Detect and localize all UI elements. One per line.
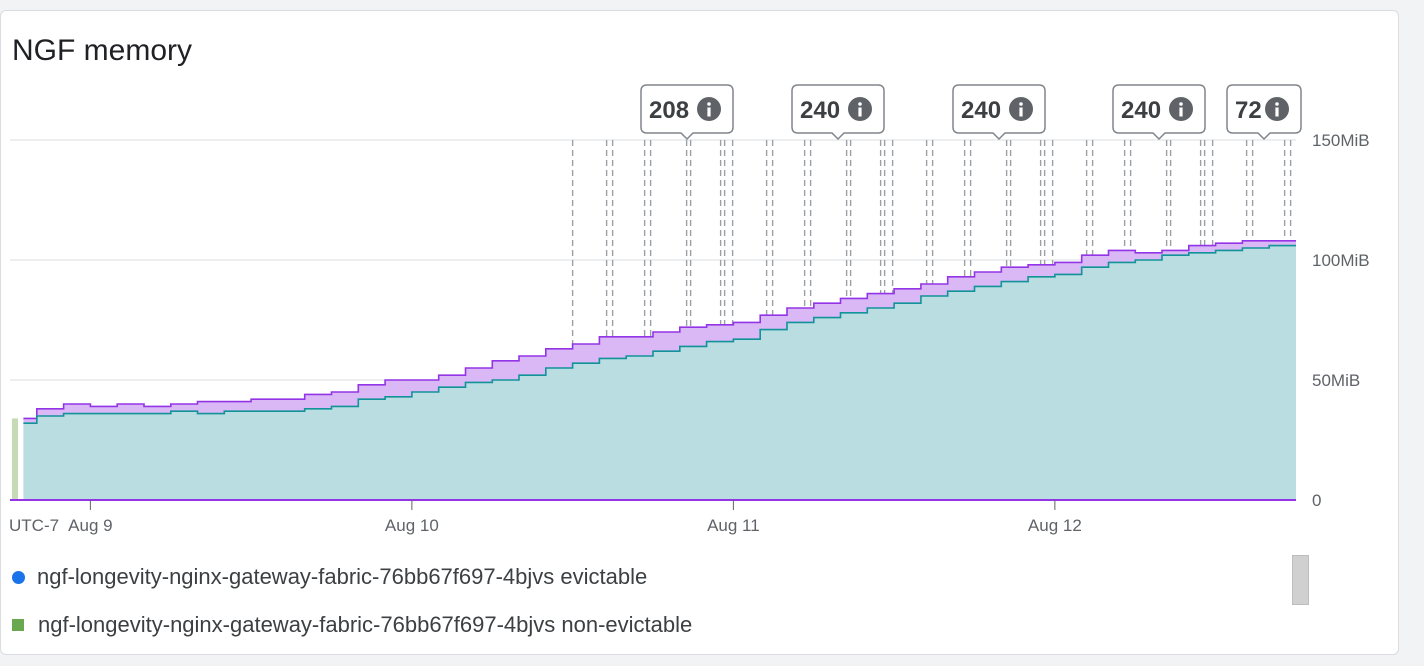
series-area-non-evictable (23, 245, 1296, 500)
event-badge[interactable]: 240 (1112, 84, 1206, 141)
legend-item-evictable[interactable]: ngf-longevity-nginx-gateway-fabric-76bb6… (12, 564, 647, 590)
info-icon-dot (1019, 102, 1023, 106)
info-icon-dot (858, 102, 862, 106)
legend-square-icon (12, 619, 24, 631)
legend-dot-icon (12, 570, 25, 584)
event-badge-count: 240 (961, 97, 1001, 124)
x-tick-label: Aug 10 (385, 516, 439, 535)
event-badge[interactable]: 240 (952, 84, 1046, 141)
info-icon-dot (1179, 102, 1183, 106)
event-badge-count: 208 (649, 97, 689, 124)
x-tick-label: Aug 9 (68, 516, 112, 535)
series-line-evictable (23, 240, 1296, 420)
info-icon-stem (858, 107, 862, 117)
info-icon-stem (1275, 107, 1279, 117)
y-tick-label: 0 (1312, 491, 1321, 510)
info-icon-stem (707, 107, 711, 117)
event-badge[interactable]: 240 (791, 84, 885, 141)
event-badge-count: 240 (800, 97, 840, 124)
chart-title: NGF memory (12, 34, 192, 67)
x-tick-label: Aug 11 (707, 516, 760, 535)
timezone-label: UTC-7 (9, 516, 59, 535)
event-badge-count: 72 (1235, 97, 1262, 124)
info-icon-dot (1275, 102, 1279, 106)
x-tick-label: Aug 12 (1028, 516, 1082, 535)
event-badge[interactable]: 72 (1226, 84, 1302, 141)
y-tick-label: 50MiB (1312, 371, 1360, 390)
info-icon-stem (1019, 107, 1023, 117)
legend-scrollbar[interactable] (1292, 555, 1309, 605)
legend-label-evictable: ngf-longevity-nginx-gateway-fabric-76bb6… (37, 564, 648, 589)
series-line-non-evictable (23, 244, 1296, 424)
info-icon-stem (1179, 107, 1183, 117)
event-badge-count: 240 (1121, 97, 1161, 124)
series-start-segment (12, 418, 18, 500)
y-tick-label: 100MiB (1312, 251, 1370, 270)
legend-label-non-evictable: ngf-longevity-nginx-gateway-fabric-76bb6… (38, 612, 693, 637)
y-tick-label: 150MiB (1312, 131, 1370, 150)
info-icon-dot (707, 102, 711, 106)
event-badge[interactable]: 208 (640, 84, 734, 141)
legend-item-non-evictable[interactable]: ngf-longevity-nginx-gateway-fabric-76bb6… (12, 612, 692, 638)
